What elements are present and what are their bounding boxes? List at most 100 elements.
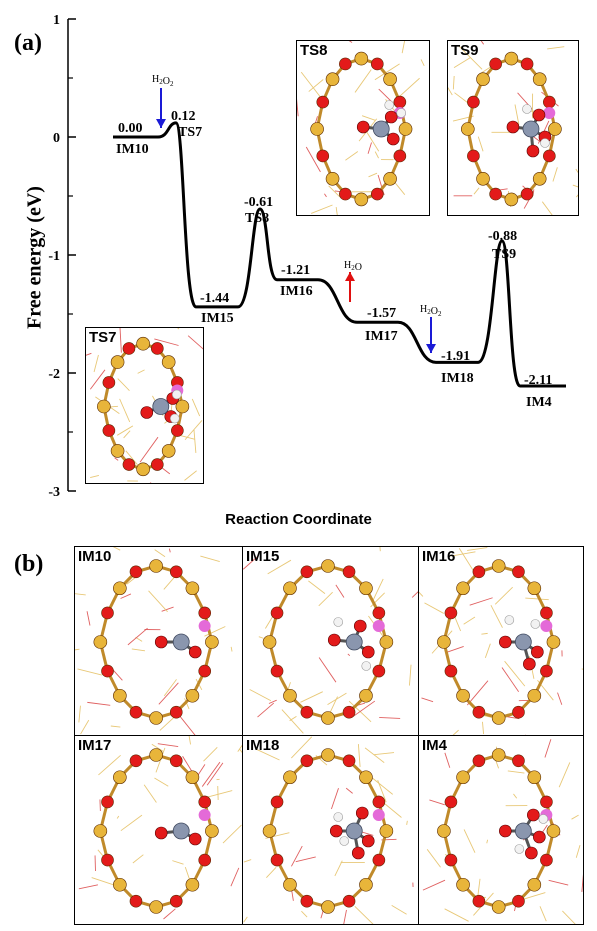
oxygen-atom (540, 795, 553, 809)
tile-im4-label: IM4 (422, 737, 448, 754)
inset-ts8: TS8 (296, 40, 430, 216)
oxygen-atom (444, 664, 458, 678)
silicon-atom (205, 635, 219, 649)
cage-atoms (460, 51, 562, 207)
silicon-atom (283, 688, 297, 703)
silicon-atom (527, 877, 542, 892)
arrow-label: H2O2 (420, 304, 442, 318)
silicon-atom (93, 824, 108, 838)
silicon-atom (185, 770, 200, 785)
active-site (140, 384, 184, 424)
silicon-atom (136, 336, 150, 351)
oxygen-atom (102, 424, 116, 437)
oxygen-atom (316, 95, 330, 109)
oxygen-atom (472, 894, 486, 908)
silicon-atom (359, 770, 373, 785)
silicon-atom (185, 688, 200, 703)
silicon-atom (97, 399, 111, 414)
state-name-label: IM18 (441, 371, 474, 386)
inset-ts9-label: TS9 (451, 42, 479, 59)
oxygen-atom (512, 754, 525, 768)
hydrogen-atom (361, 661, 372, 671)
silicon-atom (185, 877, 200, 892)
silicon-atom (161, 355, 176, 369)
molecule-arrow: H2O2 (420, 304, 442, 353)
silicon-atom (149, 900, 163, 914)
silicon-atom (548, 122, 562, 136)
oxygen-atom (499, 635, 512, 649)
y-tick-label: 0 (53, 131, 60, 146)
structure-im10 (75, 547, 233, 735)
cage-atoms (93, 559, 219, 725)
oxygen-atom (540, 606, 553, 620)
oxygen-atom (353, 619, 367, 633)
oxygen-atom (154, 826, 168, 840)
oxygen-atom (472, 705, 486, 719)
silicon-atom (491, 900, 506, 914)
oxygen-atom (520, 187, 534, 201)
oxygen-atom (198, 795, 212, 809)
silicon-atom (379, 635, 394, 649)
oxygen-atom (270, 795, 284, 809)
silicon-atom (379, 824, 394, 838)
oxygen-atom (339, 187, 352, 201)
hydrogen-atom (504, 615, 515, 625)
silicon-atom (113, 770, 127, 785)
hydrogen-atom (333, 812, 344, 822)
silicon-atom (437, 824, 451, 838)
oxygen-atom (169, 754, 183, 768)
oxygen-atom (489, 187, 502, 201)
oxygen-atom (444, 606, 458, 620)
tile-im10: IM10 (74, 546, 243, 736)
oxygen-atom (393, 149, 407, 163)
oxygen-atom (327, 633, 341, 647)
state-name-label: IM10 (116, 142, 149, 157)
metal-atom (514, 822, 532, 840)
energy-value-label: 0.00 (118, 121, 143, 136)
tile-im16-label: IM16 (422, 548, 456, 565)
oxygen-atom (101, 795, 114, 809)
state-name-label: IM17 (365, 329, 398, 344)
molecule-arrow: H2O (344, 260, 362, 302)
oxygen-atom (512, 565, 525, 579)
tile-im16: IM16 (418, 546, 584, 736)
active-site (154, 809, 211, 846)
silicon-atom (113, 581, 127, 596)
silicon-atom (491, 748, 506, 762)
oxygen-atom (188, 645, 202, 659)
oxygen-atom (342, 565, 356, 579)
cage-atoms (262, 748, 394, 914)
cage-atoms (93, 748, 219, 914)
cage-atoms (262, 559, 394, 725)
oxygen-atom (355, 806, 369, 820)
tile-im10-label: IM10 (78, 548, 112, 565)
silicon-atom (185, 581, 200, 596)
state-name-label: IM16 (280, 284, 313, 299)
silicon-atom (532, 72, 547, 87)
oxygen-atom (467, 149, 480, 163)
panel-a-label: (a) (14, 30, 42, 56)
oxygen-atom (506, 120, 520, 134)
tile-im17-label: IM17 (78, 737, 112, 754)
cage-atoms (310, 51, 413, 207)
oxygen-atom (129, 705, 143, 719)
silicon-atom (283, 581, 297, 596)
silicon-atom (504, 192, 519, 207)
silicon-atom (321, 711, 335, 725)
oxygen-atom (122, 458, 136, 471)
silicon-atom (149, 559, 163, 573)
arrow-head (426, 344, 436, 353)
inset-ts7: TS7 (85, 327, 204, 484)
oxygen-atom (300, 705, 314, 719)
active-site (356, 100, 407, 146)
framework-lines (419, 547, 583, 735)
silicon-atom (110, 355, 125, 369)
oxygen-atom (356, 120, 370, 134)
silicon-atom (175, 399, 190, 414)
silicon-atom (321, 559, 335, 573)
silicon-atom (113, 688, 127, 703)
oxygen-atom (270, 853, 284, 867)
active-site (499, 615, 553, 671)
inset-ts9: TS9 (447, 40, 579, 216)
oxygen-atom (499, 824, 512, 838)
